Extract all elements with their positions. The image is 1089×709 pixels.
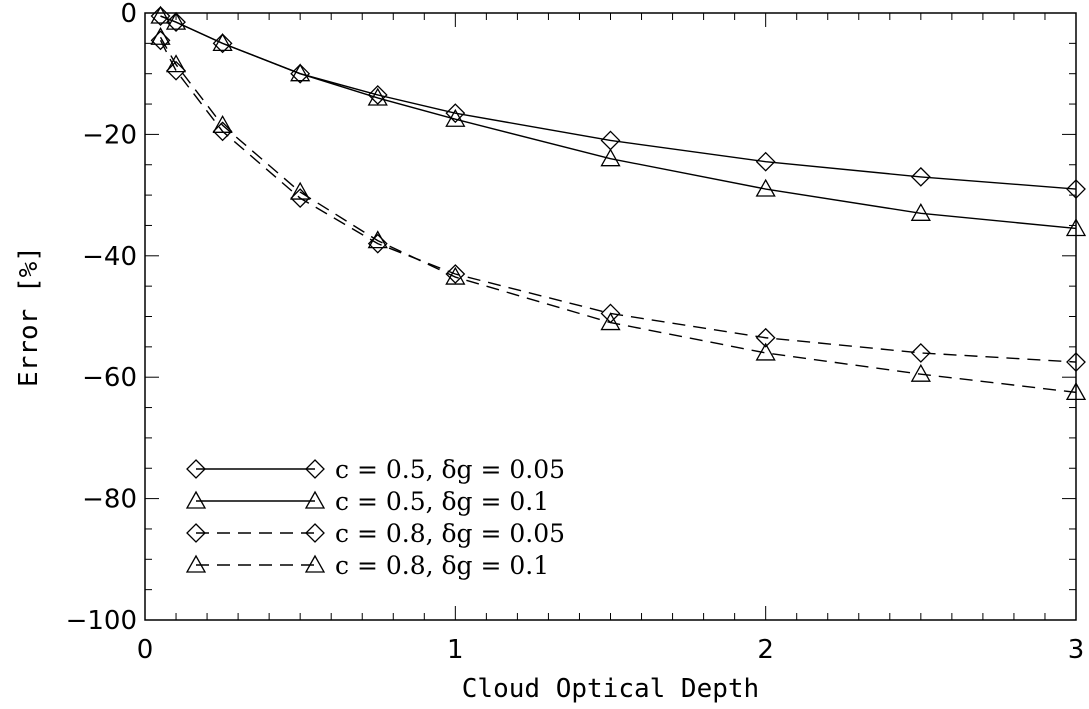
legend-triangle-icon	[185, 490, 207, 509]
series-1	[150, 6, 1086, 199]
y-tick-label: 0	[120, 0, 137, 29]
diamond-marker-point	[445, 264, 466, 284]
series-layer	[150, 5, 1087, 401]
legend-entry: c = 0.8, δg = 0.05	[186, 519, 565, 548]
diamond-marker-point	[910, 166, 931, 187]
legend: c = 0.5, δg = 0.05 c = 0.5, δg = 0.1 c = 0…	[185, 455, 565, 580]
diamond-marker-point	[367, 233, 388, 254]
diamond-marker-point	[150, 6, 171, 26]
axis-ticks	[144, 12, 1077, 621]
legend-diamond-icon	[186, 459, 206, 479]
series-line	[159, 36, 1077, 394]
diamond-marker-point	[212, 121, 233, 142]
triangle-marker-point	[755, 178, 776, 197]
y-tick-label: −20	[82, 120, 137, 150]
diamond-marker-point	[445, 103, 466, 124]
triangle-marker-point	[290, 63, 311, 82]
triangle-marker-point	[367, 230, 388, 249]
triangle-marker-point	[165, 54, 187, 73]
triangle-marker-point	[910, 202, 931, 221]
y-axis-title: Error [%]	[14, 246, 44, 387]
series-2	[150, 5, 1087, 237]
diamond-marker-point	[150, 30, 171, 51]
triangle-marker-point	[445, 266, 466, 285]
legend-label: c = 0.8, δg = 0.05	[335, 519, 565, 548]
triangle-marker-point	[755, 342, 776, 361]
triangle-marker-point	[290, 181, 311, 200]
series-line	[160, 15, 1077, 230]
plot-frame-layer	[144, 12, 1077, 621]
tick-labels: 0 1 2 3 0 −20 −40 −60 −80 −100	[66, 0, 1085, 665]
x-tick-label: 3	[1068, 635, 1085, 665]
legend-diamond-icon	[305, 459, 325, 479]
diamond-marker-point	[1066, 352, 1086, 372]
triangle-marker-point	[1065, 382, 1087, 401]
y-tick-label: −60	[82, 363, 137, 393]
triangle-marker-point	[150, 5, 171, 24]
diamond-marker-point	[367, 85, 388, 105]
series-4	[150, 26, 1087, 401]
plot-frame	[144, 12, 1077, 621]
y-tick-label: −80	[82, 485, 137, 515]
series-line	[159, 39, 1077, 363]
legend-label: c = 0.5, δg = 0.05	[335, 455, 565, 484]
triangle-marker-point	[600, 312, 621, 331]
y-tick-label: −100	[66, 606, 137, 636]
triangle-marker-point	[1065, 218, 1087, 237]
legend-entry: c = 0.5, δg = 0.05	[186, 455, 565, 484]
triangle-marker-point	[600, 148, 621, 167]
diamond-marker-point	[755, 327, 776, 348]
legend-entry: c = 0.8, δg = 0.1	[185, 551, 549, 580]
legend-triangle-icon	[185, 554, 207, 573]
x-axis-title: Cloud Optical Depth	[462, 674, 759, 704]
triangle-marker-point	[150, 26, 171, 45]
legend-label: c = 0.8, δg = 0.1	[335, 551, 549, 580]
x-tick-label: 0	[137, 635, 154, 665]
legend-entry: c = 0.5, δg = 0.1	[185, 487, 549, 516]
diamond-marker-point	[910, 343, 931, 363]
triangle-marker-point	[367, 87, 388, 106]
triangle-marker-point	[212, 114, 233, 133]
legend-triangle-icon	[304, 554, 326, 573]
y-tick-label: −40	[82, 242, 137, 272]
diamond-marker-point	[166, 60, 186, 81]
x-tick-label: 2	[757, 635, 774, 665]
series-3	[150, 30, 1086, 372]
legend-diamond-icon	[186, 523, 206, 543]
triangle-marker-point	[445, 108, 466, 127]
legend-triangle-icon	[304, 490, 326, 509]
triangle-marker-point	[212, 33, 233, 51]
x-tick-label: 1	[447, 635, 464, 665]
diamond-marker-point	[755, 151, 776, 172]
legend-diamond-icon	[305, 523, 325, 543]
diamond-marker-point	[1066, 179, 1086, 199]
legend-label: c = 0.5, δg = 0.1	[335, 487, 549, 516]
triangle-marker-point	[165, 11, 187, 30]
triangle-marker-point	[910, 363, 931, 382]
